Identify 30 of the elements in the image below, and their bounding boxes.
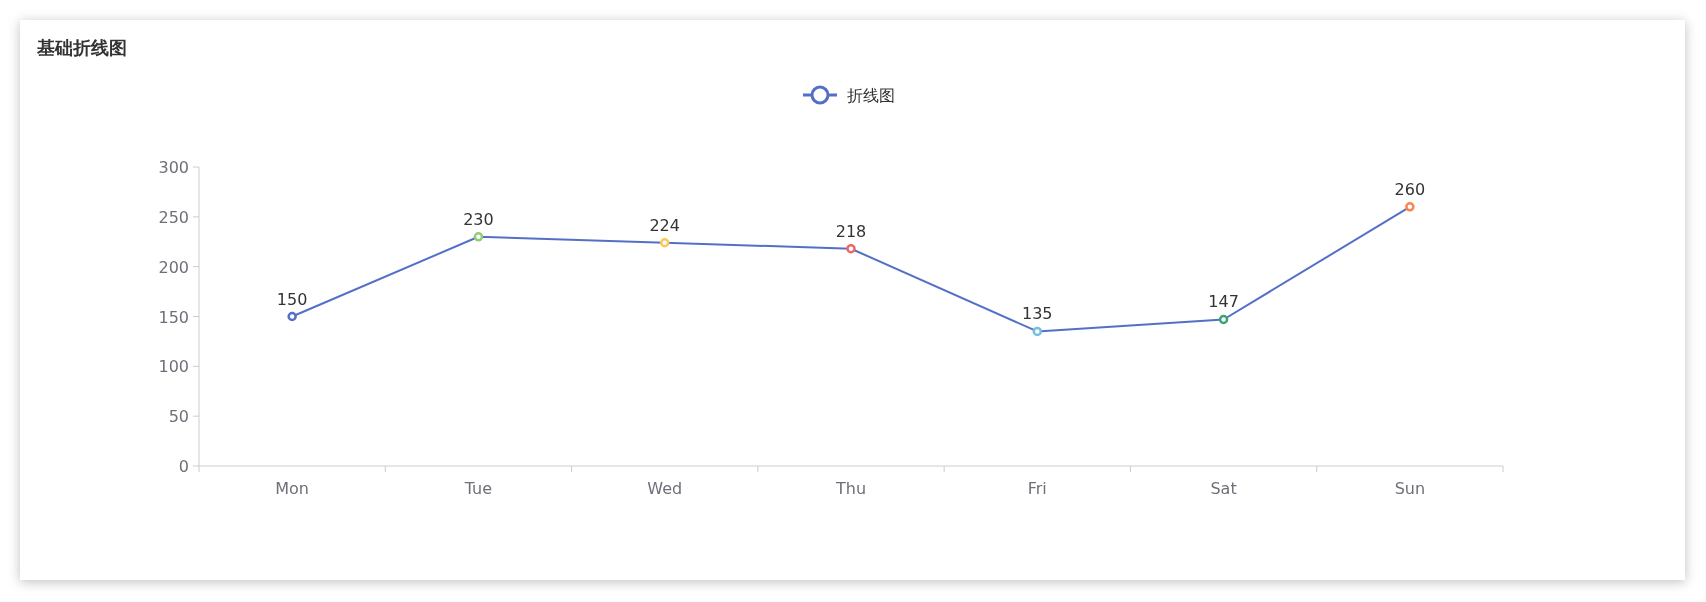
- data-label: 218: [835, 221, 867, 241]
- data-label: 135: [1022, 304, 1053, 324]
- y-tick-label: 250: [158, 207, 189, 227]
- point: [659, 238, 670, 248]
- chart-title: 基础折线图: [36, 37, 127, 58]
- y-tick-label: 150: [158, 307, 189, 327]
- data-label: 260: [1394, 179, 1426, 199]
- y-tick-label: 100: [158, 357, 189, 377]
- x-tick-label: Thu: [834, 479, 867, 498]
- x-tick-label: Fri: [1027, 479, 1047, 498]
- x-tick-label: Mon: [275, 479, 310, 498]
- data-label: 150: [276, 289, 308, 309]
- data-label: 147: [1208, 292, 1239, 312]
- point: [1032, 326, 1043, 337]
- point: [1218, 314, 1229, 325]
- legend-label: 折线图: [847, 86, 895, 105]
- data-label: 224: [649, 215, 680, 235]
- y-tick-label: 300: [158, 158, 189, 177]
- x-tick-label: Sat: [1210, 479, 1237, 498]
- y-tick-label: 200: [158, 257, 189, 277]
- x-tick-label: Sun: [1394, 479, 1426, 498]
- y-tick-label: 0: [178, 457, 189, 476]
- point: [846, 243, 856, 254]
- data-label: 230: [463, 209, 494, 229]
- point: [287, 311, 297, 322]
- point: [1405, 202, 1415, 212]
- x-tick-label: Tue: [463, 479, 493, 498]
- x-tick-label: Wed: [647, 479, 683, 498]
- point: [473, 232, 484, 242]
- y-tick-label: 50: [168, 407, 189, 427]
